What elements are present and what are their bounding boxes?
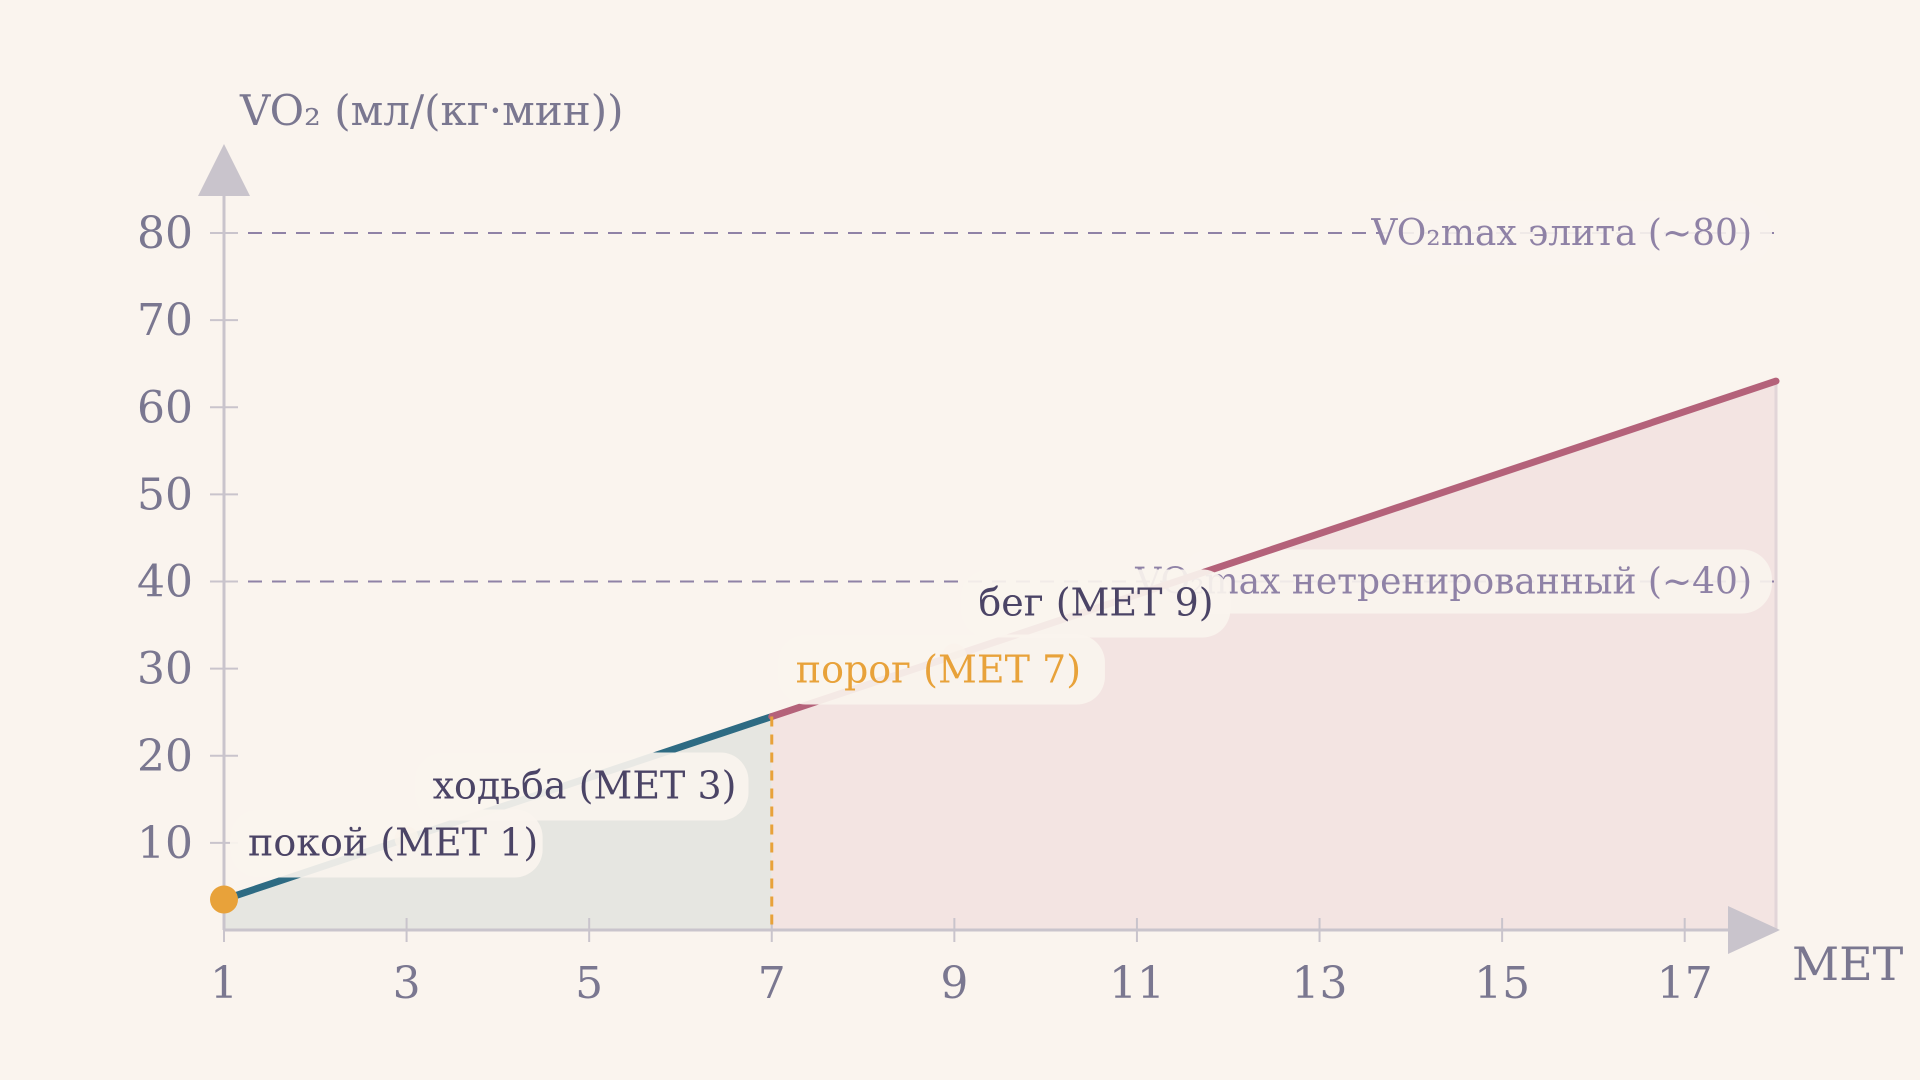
x-tick-label: 9 [940,958,968,1009]
y-tick-label: 80 [137,208,193,259]
x-tick-label: 5 [575,958,603,1009]
point-label-bg [960,569,1231,638]
y-tick-label: 60 [137,382,193,433]
x-tick-label: 11 [1109,958,1165,1009]
x-tick-label: 7 [758,958,786,1009]
x-tick-label: 17 [1657,958,1713,1009]
rest-point-marker [210,885,238,914]
x-tick-label: 1 [210,958,238,1009]
x-axis-title: МЕТ [1792,937,1904,991]
point-label-bg [230,809,543,878]
x-tick-label: 13 [1292,958,1348,1009]
point-label-bg [414,752,749,821]
high-intensity-area [771,381,1776,930]
reference-label-bg [1179,549,1772,614]
y-tick-label: 10 [137,818,193,869]
point-label: покой (МЕТ 1) [248,821,538,865]
point-label: бег (МЕТ 9) [978,581,1213,625]
y-tick-label: 30 [137,644,193,695]
point-label: ходьба (МЕТ 3) [433,764,737,808]
y-tick-label: 50 [137,469,193,520]
x-tick-label: 3 [393,958,421,1009]
reference-label-bg [1381,201,1772,265]
y-tick-label: 20 [137,731,193,782]
x-axis-arrow-icon [1728,906,1780,954]
threshold-label-bg [777,634,1105,705]
y-tick-label: 70 [137,295,193,346]
y-axis-arrow-icon [198,144,250,196]
y-axis-title: VO₂ (мл/(кг·мин)) [239,86,624,135]
reference-label: VO₂max нетренированный (~40) [1134,562,1752,603]
y-tick-label: 40 [137,557,193,608]
reference-label: VO₂max элита (~80) [1370,213,1752,254]
x-tick-label: 15 [1474,958,1530,1009]
threshold-label: порог (МЕТ 7) [796,648,1081,692]
